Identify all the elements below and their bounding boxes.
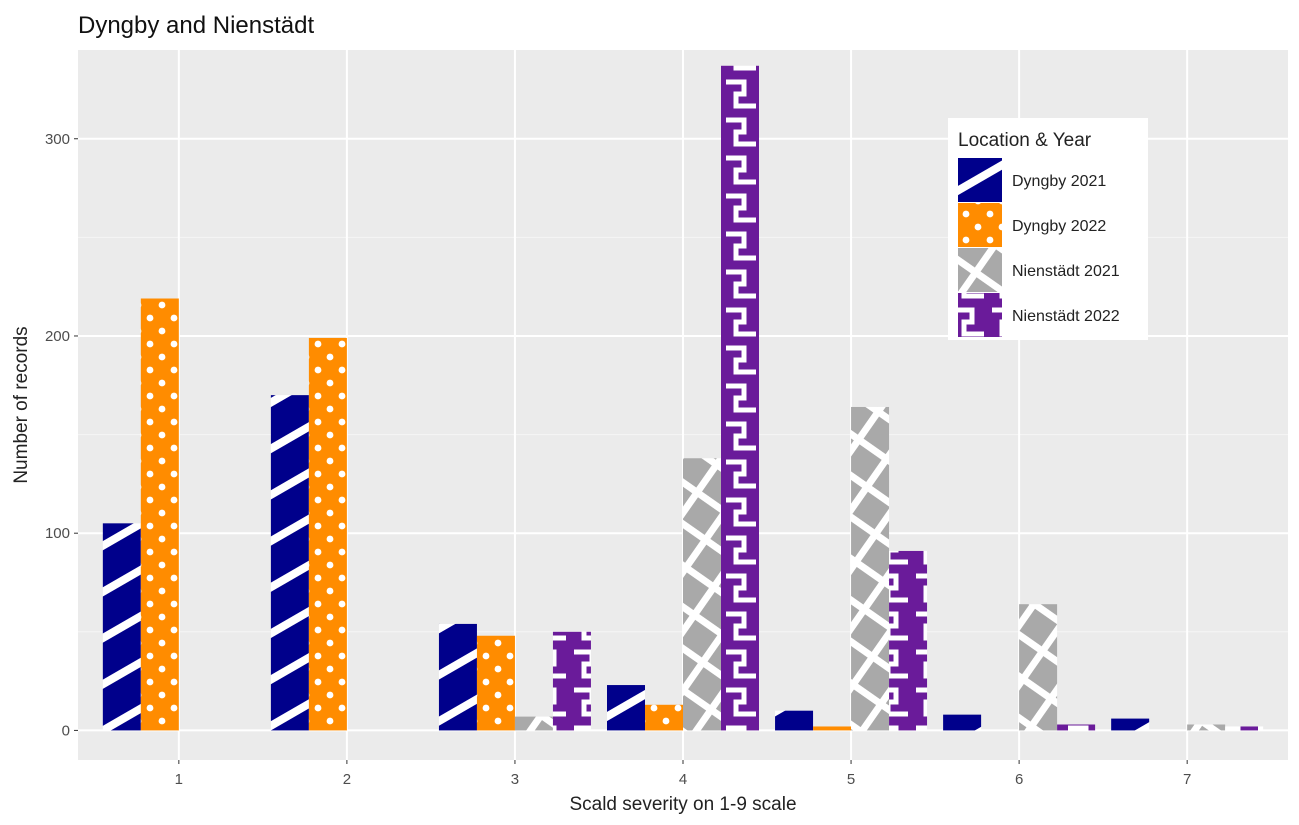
bar-nienst-dt-2022-5 xyxy=(889,550,928,731)
x-tick-label: 7 xyxy=(1183,771,1191,788)
bar-dyngby-2022-2 xyxy=(308,337,347,731)
bar-dyngby-2022-5 xyxy=(813,726,852,731)
legend-label: Nienstädt 2021 xyxy=(1012,263,1120,280)
x-tick-label: 2 xyxy=(343,771,351,788)
bar-nienst-dt-2022-7 xyxy=(1225,726,1264,731)
axes: 0 100 200 300 1 2 3 4 5 6 7 xyxy=(45,131,1191,788)
legend-key-nienst-dt-2022 xyxy=(958,293,1002,337)
bar-nienst-dt-2022-3 xyxy=(552,631,591,731)
bars xyxy=(102,65,1264,731)
x-axis-title: Scald severity on 1-9 scale xyxy=(569,794,796,815)
bar-nienst-dt-2021-4 xyxy=(683,458,721,731)
x-tick-label: 4 xyxy=(679,771,687,788)
x-tick-label: 6 xyxy=(1015,771,1023,788)
bar-dyngby-2021-7 xyxy=(1111,718,1150,731)
bar-dyngby-2021-5 xyxy=(775,710,814,731)
bar-nienst-dt-2021-3 xyxy=(514,716,553,731)
legend-key-nienst-dt-2021 xyxy=(958,248,1002,292)
x-tick-label: 1 xyxy=(175,771,183,788)
legend-key-dyngby-2022 xyxy=(958,203,1002,247)
bar-nienst-dt-2021-6 xyxy=(1019,604,1058,731)
legend: Location & Year Dyngby 2021 Dyngby 2022 Ni… xyxy=(948,118,1148,340)
bar-dyngby-2021-6 xyxy=(943,714,982,731)
y-axis-title: Number of records xyxy=(11,326,32,483)
bar-dyngby-2022-1 xyxy=(140,298,179,731)
chart-title: Dyngby and Nienstädt xyxy=(78,12,315,39)
bar-nienst-dt-2022-4 xyxy=(721,65,759,731)
y-tick-label: 100 xyxy=(45,525,70,542)
legend-title: Location & Year xyxy=(958,130,1092,151)
bar-nienst-dt-2022-6 xyxy=(1057,724,1096,731)
legend-label: Nienstädt 2022 xyxy=(1012,308,1120,325)
legend-label: Dyngby 2021 xyxy=(1012,173,1106,190)
bar-dyngby-2022-4 xyxy=(645,704,683,731)
x-tick-label: 3 xyxy=(511,771,519,788)
y-tick-label: 200 xyxy=(45,328,70,345)
bar-dyngby-2021-3 xyxy=(438,623,477,731)
bar-dyngby-2021-1 xyxy=(102,523,141,731)
legend-key-dyngby-2021 xyxy=(958,158,1002,202)
bar-dyngby-2021-4 xyxy=(607,685,645,731)
bar-dyngby-2022-3 xyxy=(476,635,515,731)
x-tick-label: 5 xyxy=(847,771,855,788)
y-tick-label: 300 xyxy=(45,131,70,148)
legend-label: Dyngby 2022 xyxy=(1012,218,1106,235)
bar-dyngby-2021-2 xyxy=(270,395,309,731)
y-tick-label: 0 xyxy=(62,722,70,739)
bar-nienst-dt-2021-7 xyxy=(1187,724,1226,731)
bar-nienst-dt-2021-5 xyxy=(851,406,890,731)
